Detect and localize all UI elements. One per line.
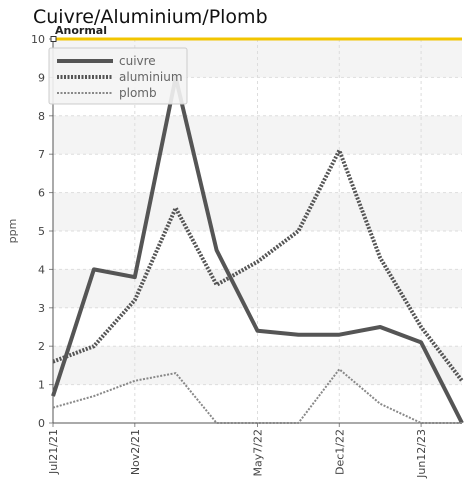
series-line-cuivre	[51, 75, 464, 424]
y-tick-label: 7	[38, 148, 45, 161]
y-tick-label: 10	[31, 33, 45, 46]
threshold-label: Anormal	[55, 24, 107, 37]
y-tick-label: 5	[38, 225, 45, 238]
threshold-layer: Anormal	[50, 24, 462, 42]
legend-label-plomb[interactable]: plomb	[119, 86, 157, 100]
series-line-aluminium	[52, 148, 464, 383]
x-tick-label: Nov2/21	[129, 429, 142, 475]
legend[interactable]: cuivre aluminium plomb	[48, 47, 188, 105]
y-tick-label: 9	[38, 71, 45, 84]
y-tick-label: 2	[38, 340, 45, 353]
y-tick-label: 3	[38, 302, 45, 315]
legend-label-cuivre[interactable]: cuivre	[119, 54, 156, 68]
y-tick-label: 1	[38, 379, 45, 392]
x-tick-label: Dec1/22	[333, 429, 346, 475]
y-tick-label: 4	[38, 263, 45, 276]
x-tick-label: Jun12/23	[415, 429, 428, 479]
x-tick-label: Jul21/21	[47, 429, 60, 475]
x-tick-label: May7/22	[252, 429, 265, 476]
chart-title: Cuivre/Aluminium/Plomb	[33, 6, 268, 28]
series-line-plomb	[52, 368, 462, 424]
grid-band	[53, 192, 462, 231]
y-tick-label: 0	[38, 417, 45, 430]
y-axis-label: ppm	[6, 219, 19, 244]
legend-label-aluminium[interactable]: aluminium	[119, 70, 183, 84]
y-tick-label: 6	[38, 187, 45, 200]
series-layer	[51, 75, 464, 424]
threshold-marker	[50, 36, 57, 42]
y-tick-label: 8	[38, 110, 45, 123]
